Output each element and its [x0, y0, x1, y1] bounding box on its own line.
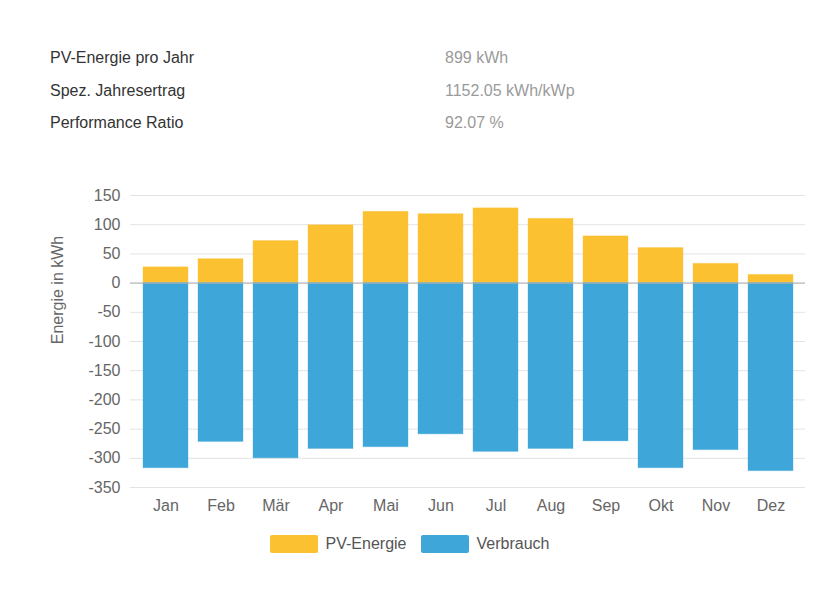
- svg-text:Okt: Okt: [649, 497, 674, 514]
- svg-text:-50: -50: [97, 303, 120, 320]
- svg-text:Nov: Nov: [702, 497, 730, 514]
- svg-text:Jan: Jan: [153, 497, 179, 514]
- svg-text:-300: -300: [88, 449, 120, 466]
- svg-text:Jul: Jul: [486, 497, 506, 514]
- svg-text:50: 50: [103, 245, 121, 262]
- svg-text:0: 0: [112, 274, 121, 291]
- html-text:Energie in kWh: Energie in kWh: [49, 235, 66, 345]
- html-text:92.07 %: 92.07 %: [445, 114, 504, 131]
- svg-text:-350: -350: [88, 479, 120, 496]
- html-text:PV-Energie pro Jahr: PV-Energie pro Jahr: [50, 49, 195, 66]
- html-text:Spez. Jahresertrag: Spez. Jahresertrag: [50, 81, 186, 99]
- svg-text:100: 100: [94, 216, 121, 233]
- html-text:PV-Energie: PV-Energie: [325, 535, 407, 552]
- svg-text:-200: -200: [88, 391, 120, 408]
- svg-text:Sep: Sep: [592, 497, 621, 514]
- svg-text:Mai: Mai: [373, 497, 399, 514]
- html-text:899 kWh: 899 kWh: [445, 49, 509, 66]
- svg-text:Feb: Feb: [207, 497, 235, 514]
- svg-text:-250: -250: [88, 420, 120, 437]
- svg-text:Dez: Dez: [757, 497, 785, 514]
- svg-text:-100: -100: [88, 333, 120, 350]
- svg-text:Apr: Apr: [319, 497, 345, 514]
- html-text:Performance Ratio: Performance Ratio: [50, 114, 184, 131]
- html-text:Verbrauch: Verbrauch: [476, 535, 550, 552]
- svg-text:Aug: Aug: [537, 497, 565, 514]
- svg-text:150: 150: [94, 187, 121, 204]
- html-text:1152.05 kWh/kWp: 1152.05 kWh/kWp: [445, 81, 575, 99]
- svg-text:-150: -150: [88, 362, 120, 379]
- svg-text:Mär: Mär: [262, 497, 290, 514]
- svg-text:Jun: Jun: [428, 497, 454, 514]
